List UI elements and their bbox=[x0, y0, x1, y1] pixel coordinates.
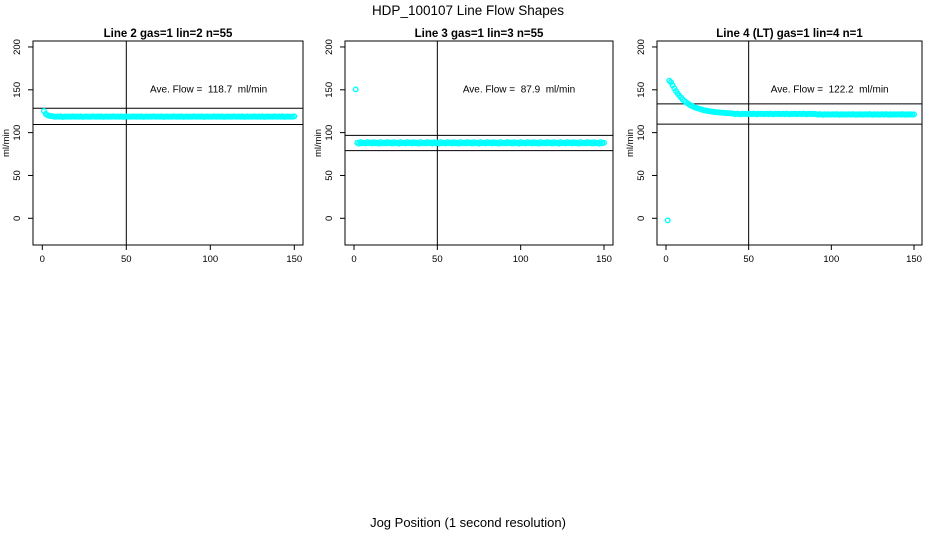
data-point bbox=[664, 217, 671, 224]
plot-box bbox=[32, 40, 304, 246]
data-point bbox=[352, 86, 359, 93]
data-points bbox=[41, 107, 298, 120]
y-tick-label: 150 bbox=[324, 82, 335, 98]
x-tick-label: 100 bbox=[823, 254, 839, 265]
figure-title: HDP_100107 Line Flow Shapes bbox=[372, 3, 564, 18]
y-tick-label: 0 bbox=[324, 216, 335, 221]
x-tick-label: 100 bbox=[202, 254, 218, 265]
panel-2: Line 3 gas=1 lin=3 n=55 0 50 100 150 0 50 100 15… bbox=[313, 28, 614, 265]
y-tick-label: 0 bbox=[636, 216, 647, 221]
data-point bbox=[291, 113, 298, 120]
y-tick-label: 100 bbox=[324, 125, 335, 141]
panel-title: Line 3 gas=1 lin=3 n=55 bbox=[415, 28, 544, 40]
panel-group: Line 2 gas=1 lin=2 n=55 0 50 100 150 0 50 100 15… bbox=[1, 28, 923, 265]
outer-x-axis-label: Jog Position (1 second resolution) bbox=[370, 515, 566, 530]
y-axis-label: ml/min bbox=[1, 129, 12, 157]
data-points bbox=[664, 77, 918, 224]
y-tick-label: 200 bbox=[636, 39, 647, 55]
average-flow-annotation: Ave. Flow = 87.9 ml/min bbox=[463, 84, 575, 95]
y-tick-label: 100 bbox=[12, 125, 23, 141]
plot-box bbox=[344, 40, 614, 246]
x-tick-label: 0 bbox=[663, 254, 668, 265]
y-tick-label: 50 bbox=[636, 170, 647, 181]
x-tick-label: 0 bbox=[40, 254, 45, 265]
average-flow-annotation: Ave. Flow = 122.2 ml/min bbox=[771, 84, 889, 95]
y-tick-label: 150 bbox=[12, 82, 23, 98]
y-tick-label: 150 bbox=[636, 82, 647, 98]
x-tick-label: 100 bbox=[513, 254, 529, 265]
y-axis-label: ml/min bbox=[313, 129, 324, 157]
y-tick-label: 0 bbox=[12, 216, 23, 221]
y-tick-label: 200 bbox=[12, 39, 23, 55]
x-tick-label: 150 bbox=[906, 254, 922, 265]
panel-title: Line 4 (LT) gas=1 lin=4 n=1 bbox=[716, 28, 863, 40]
average-flow-annotation: Ave. Flow = 118.7 ml/min bbox=[150, 84, 267, 95]
y-axis-label: ml/min bbox=[625, 129, 636, 157]
data-point bbox=[911, 111, 918, 118]
data-points bbox=[352, 86, 608, 147]
y-tick-label: 50 bbox=[324, 170, 335, 181]
panel-3: Line 4 (LT) gas=1 lin=4 n=1 0 50 100 150 0 50 1… bbox=[625, 28, 923, 265]
x-tick-label: 50 bbox=[743, 254, 754, 265]
x-tick-label: 50 bbox=[121, 254, 132, 265]
y-tick-label: 200 bbox=[324, 39, 335, 55]
panel-title: Line 2 gas=1 lin=2 n=55 bbox=[104, 28, 233, 40]
y-tick-label: 50 bbox=[12, 170, 23, 181]
data-point bbox=[601, 139, 608, 146]
x-tick-label: 150 bbox=[596, 254, 612, 265]
x-tick-label: 0 bbox=[351, 254, 356, 265]
y-tick-label: 100 bbox=[636, 125, 647, 141]
plot-box bbox=[656, 40, 923, 246]
panel-1: Line 2 gas=1 lin=2 n=55 0 50 100 150 0 50 100 15… bbox=[1, 28, 304, 265]
x-tick-label: 50 bbox=[432, 254, 443, 265]
x-tick-label: 150 bbox=[286, 254, 302, 265]
